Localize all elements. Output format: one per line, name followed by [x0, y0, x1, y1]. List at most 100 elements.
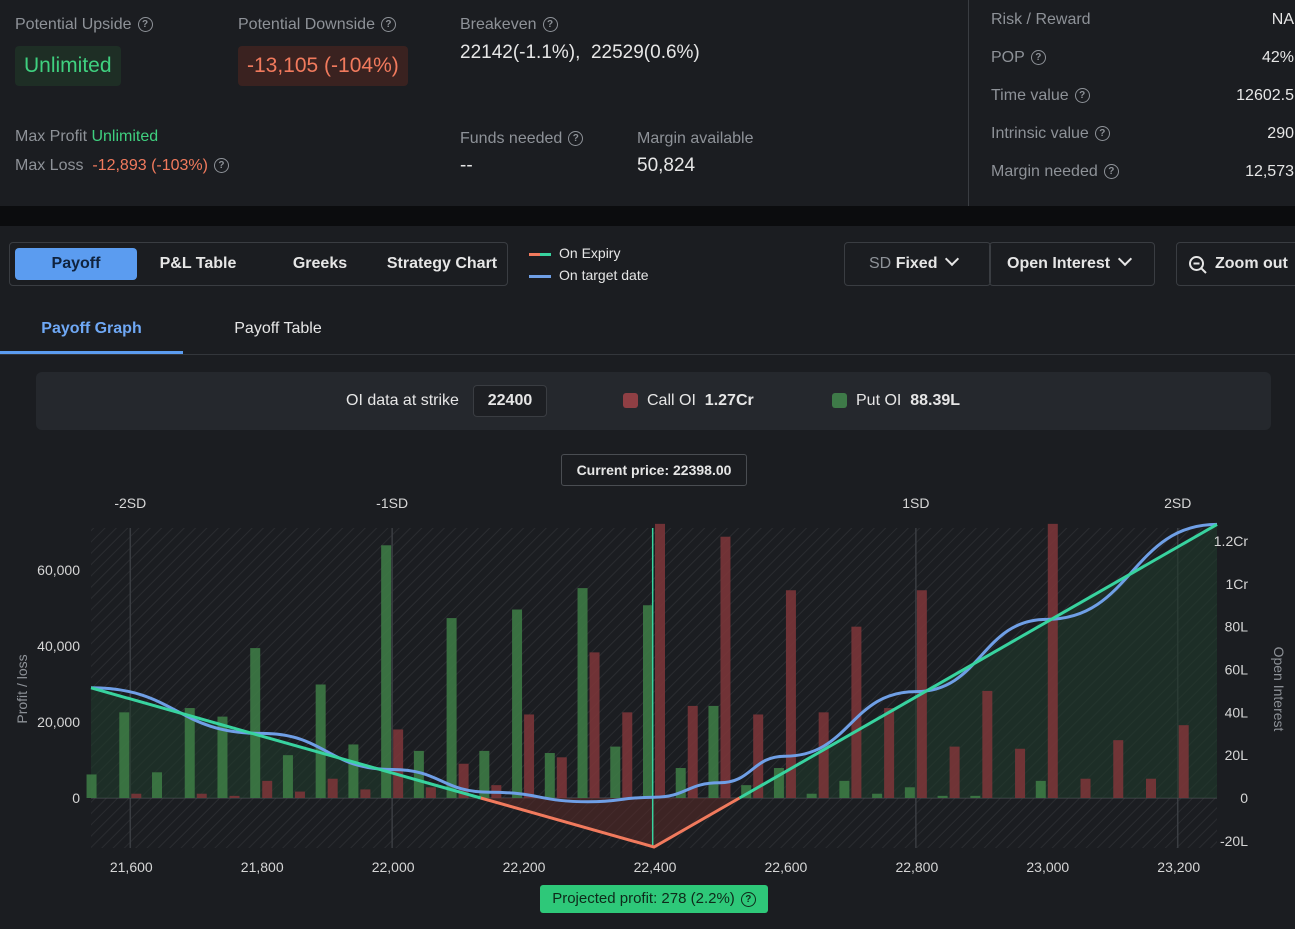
max-loss-value: -12,893 (-103%): [92, 157, 208, 174]
risk-metrics-panel: Risk / Reward NA POP? 42% Time value? 12602…: [968, 0, 1295, 206]
max-profit-value: Unlimited: [91, 128, 159, 145]
put-oi-bar[interactable]: [119, 712, 130, 798]
call-oi-bar[interactable]: [1113, 740, 1124, 798]
oi-strike-input[interactable]: 22400: [473, 385, 547, 417]
y2-tick-label: 20L: [1225, 747, 1249, 763]
funds-needed-value: --: [460, 155, 473, 176]
put-oi-bar[interactable]: [446, 618, 457, 798]
help-icon[interactable]: ?: [380, 17, 396, 33]
call-oi-bar[interactable]: [360, 789, 371, 798]
call-oi-bar[interactable]: [720, 536, 731, 798]
help-icon[interactable]: ?: [542, 17, 558, 33]
help-icon[interactable]: ?: [1094, 126, 1110, 142]
tab-strategy-chart[interactable]: Strategy Chart: [386, 255, 498, 272]
call-oi-bar[interactable]: [1015, 748, 1026, 798]
y2-tick-label: 40L: [1225, 704, 1249, 720]
put-oi-bar[interactable]: [708, 705, 719, 798]
help-icon[interactable]: ?: [1074, 88, 1090, 104]
help-icon[interactable]: ?: [137, 17, 153, 33]
put-oi-bar[interactable]: [86, 774, 97, 798]
tab-payoff-graph[interactable]: Payoff Graph: [0, 310, 183, 354]
call-oi-bar[interactable]: [785, 590, 796, 798]
call-oi-bar[interactable]: [622, 712, 633, 798]
put-oi-bar[interactable]: [806, 793, 817, 798]
tab-payoff[interactable]: Payoff: [15, 248, 137, 280]
open-interest-dropdown[interactable]: Open Interest: [989, 242, 1155, 286]
help-icon[interactable]: ?: [1103, 164, 1119, 180]
help-icon[interactable]: ?: [568, 131, 584, 147]
sd-dropdown[interactable]: SD Fixed: [844, 242, 991, 286]
call-oi-bar[interactable]: [818, 712, 829, 798]
tab-greeks[interactable]: Greeks: [292, 255, 348, 272]
call-oi-bar[interactable]: [131, 793, 142, 798]
put-oi-bar[interactable]: [348, 744, 359, 798]
summary-panel: Potential Upside? Unlimited Potential Do…: [0, 0, 1295, 206]
call-oi-bar[interactable]: [1080, 778, 1091, 798]
call-oi-bar[interactable]: [949, 746, 960, 798]
call-oi-bar[interactable]: [753, 714, 764, 798]
call-oi-bar[interactable]: [1178, 725, 1189, 798]
call-oi-bar[interactable]: [1047, 523, 1058, 798]
put-oi-bar[interactable]: [610, 746, 621, 798]
help-icon[interactable]: ?: [1030, 50, 1046, 66]
put-oi-bar[interactable]: [1035, 780, 1046, 798]
help-icon[interactable]: ?: [740, 891, 756, 907]
potential-downside-label: Potential Downside?: [238, 16, 396, 34]
put-oi-bar[interactable]: [675, 768, 686, 798]
put-oi-swatch: [832, 393, 847, 409]
call-oi-bar[interactable]: [196, 793, 207, 798]
y2-tick-label: 0: [1240, 790, 1248, 806]
put-oi-bar[interactable]: [282, 755, 293, 798]
y-tick-label: 60,000: [37, 562, 80, 578]
tab-pl-table[interactable]: P&L Table: [159, 255, 237, 272]
open-interest-axis-title: Open Interest: [1271, 646, 1287, 732]
target-line-swatch: [529, 274, 551, 278]
put-oi-bar[interactable]: [544, 753, 555, 798]
put-oi-bar[interactable]: [937, 795, 948, 798]
put-oi-bar[interactable]: [643, 605, 653, 798]
put-oi-bar[interactable]: [381, 545, 392, 798]
zoom-out-icon: [1189, 256, 1207, 274]
call-oi-bar[interactable]: [425, 787, 436, 798]
call-oi-bar[interactable]: [262, 780, 273, 798]
call-oi-bar[interactable]: [524, 714, 535, 798]
call-oi-bar[interactable]: [294, 791, 305, 798]
put-oi-bar[interactable]: [512, 609, 523, 798]
section-divider: [0, 206, 1295, 226]
zoom-out-button[interactable]: Zoom out: [1176, 242, 1295, 286]
call-oi-bar[interactable]: [884, 708, 895, 798]
put-oi-bar[interactable]: [250, 648, 261, 798]
call-oi-bar[interactable]: [458, 763, 469, 798]
tab-payoff-table[interactable]: Payoff Table: [234, 320, 322, 337]
put-oi-bar[interactable]: [479, 750, 490, 798]
put-oi-bar[interactable]: [184, 708, 195, 798]
call-oi-bar[interactable]: [655, 523, 665, 798]
put-oi-bar[interactable]: [839, 780, 850, 798]
help-icon[interactable]: ?: [213, 158, 229, 174]
call-oi-bar[interactable]: [1145, 778, 1156, 798]
call-oi-bar[interactable]: [327, 778, 338, 798]
call-oi-bar[interactable]: [982, 690, 993, 798]
put-oi-bar[interactable]: [872, 793, 883, 798]
call-oi-bar[interactable]: [393, 729, 404, 798]
projected-profit-badge: Projected profit: 278 (2.2%)?: [540, 885, 768, 913]
put-oi-bar[interactable]: [577, 588, 588, 798]
potential-upside-value: Unlimited: [15, 46, 121, 86]
call-oi-bar[interactable]: [229, 795, 240, 798]
call-oi-bar[interactable]: [589, 652, 600, 798]
intrinsic-value-row: Intrinsic value? 290: [991, 125, 1294, 142]
chevron-down-icon: [945, 251, 960, 267]
payoff-chart[interactable]: -2SD -1SD 1SD 2SD 0 20,000 40,000 60,000 -20L 0 20…: [0, 440, 1295, 929]
call-oi-bar[interactable]: [556, 757, 567, 798]
call-oi-bar[interactable]: [687, 705, 698, 798]
put-oi-bar[interactable]: [773, 768, 784, 798]
put-oi-bar[interactable]: [315, 684, 326, 798]
call-oi-bar[interactable]: [851, 626, 862, 798]
put-oi-bar[interactable]: [413, 750, 424, 798]
put-oi-bar[interactable]: [217, 716, 228, 798]
y2-tick-label: 1Cr: [1225, 576, 1248, 592]
put-oi-bar[interactable]: [970, 795, 981, 798]
put-oi-bar[interactable]: [904, 787, 915, 798]
put-oi-bar[interactable]: [741, 785, 752, 798]
put-oi-bar[interactable]: [152, 772, 163, 798]
